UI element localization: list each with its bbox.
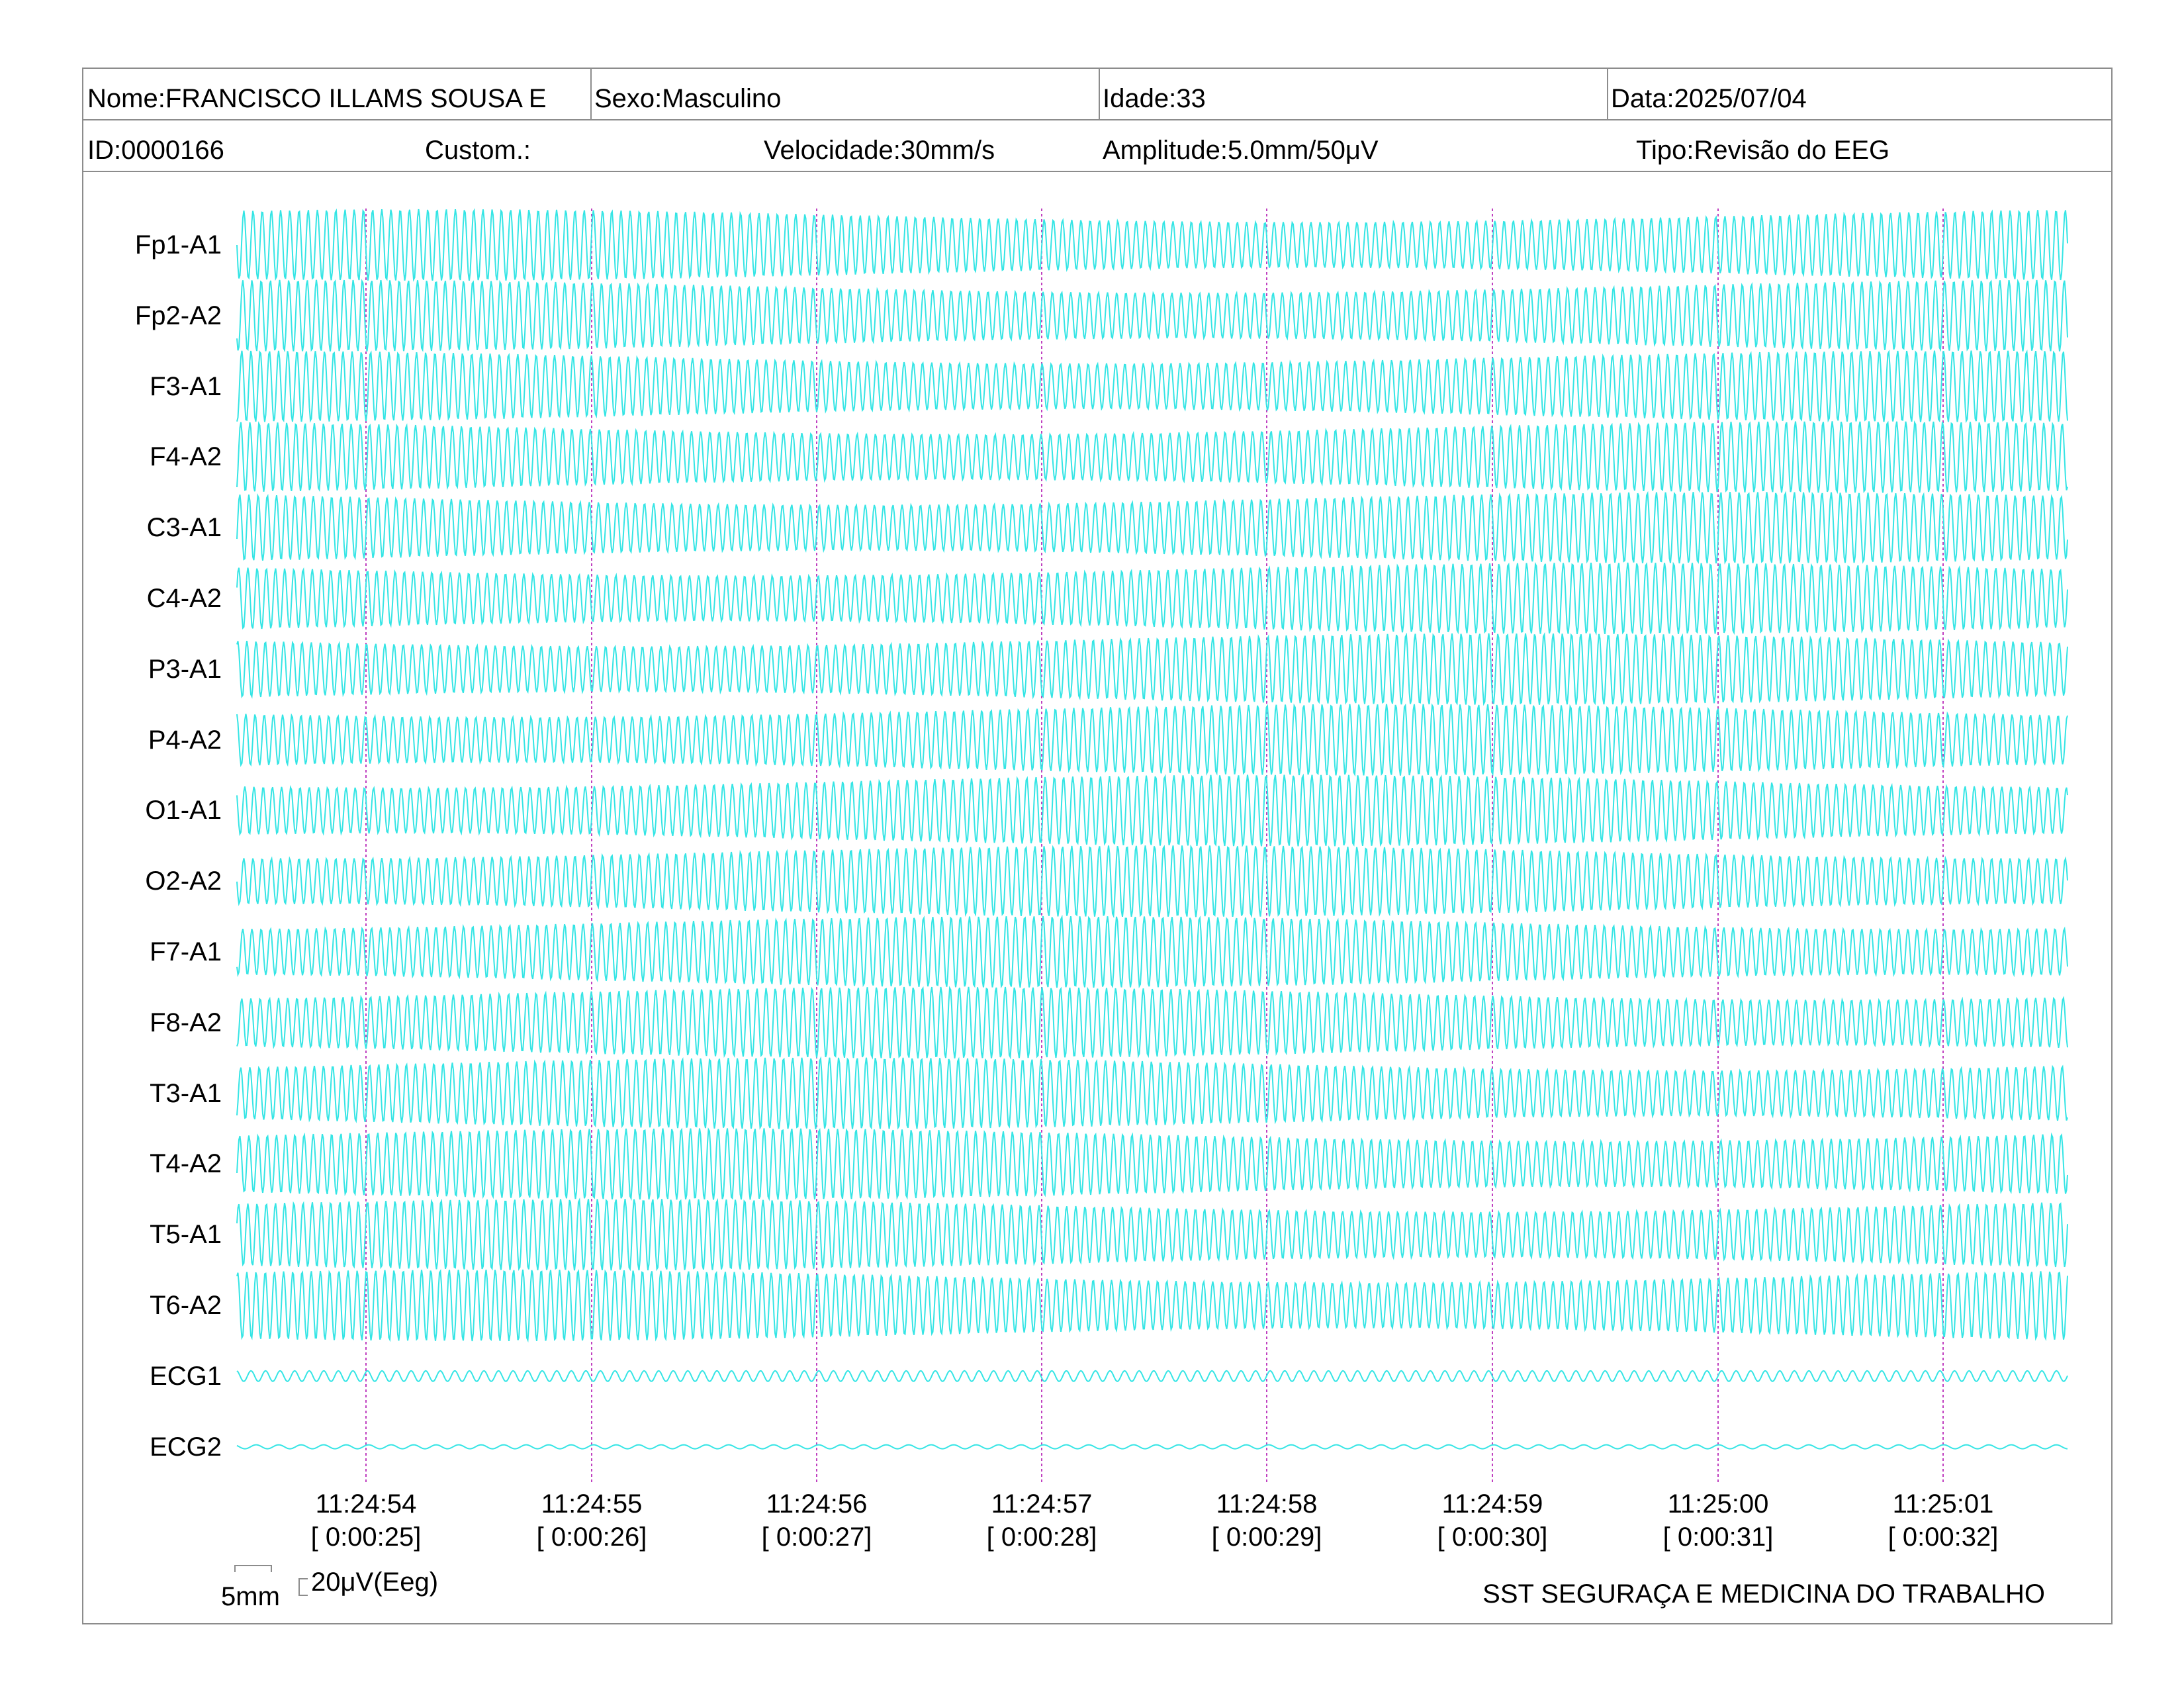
trace-f7-a1 — [236, 914, 2068, 989]
amplitude-setting: Amplitude:5.0mm/50μV — [1103, 136, 1379, 165]
trace-ecg2 — [236, 1444, 2068, 1450]
patient-name: Nome:FRANCISCO ILLAMS SOUSA E — [87, 84, 547, 113]
time-tick-clock: 11:24:56 — [766, 1489, 868, 1519]
channel-label: C4-A2 — [146, 584, 222, 613]
trace-f3-a1 — [236, 350, 2068, 424]
channel-label: O1-A1 — [145, 796, 222, 825]
report-frame — [82, 68, 2113, 1624]
channel-label: C3-A1 — [146, 513, 222, 543]
time-tick-elapsed: [ 0:00:30] — [1437, 1523, 1548, 1552]
channel-label: T3-A1 — [150, 1078, 222, 1108]
channel-label: P3-A1 — [148, 654, 222, 684]
trace-t3-a1 — [236, 1056, 2068, 1130]
trace-o1-a1 — [236, 773, 2068, 847]
time-tick-clock: 11:24:55 — [541, 1489, 643, 1519]
trace-fp1-a1 — [236, 208, 2068, 282]
trace-p3-a1 — [236, 632, 2068, 706]
channel-label: F7-A1 — [150, 937, 222, 966]
scale-bar — [234, 1565, 308, 1596]
patient-age: Idade:33 — [1103, 84, 1206, 113]
trace-p4-a2 — [236, 703, 2068, 777]
channel-label: ECG1 — [150, 1361, 222, 1391]
amp-scale-label: 20μV(Eeg) — [311, 1568, 439, 1597]
header-divider — [82, 119, 2113, 120]
time-tick-elapsed: [ 0:00:28] — [986, 1523, 1097, 1552]
trace-o2-a2 — [236, 844, 2068, 919]
channel-label: O2-A2 — [145, 867, 222, 896]
time-tick-elapsed: [ 0:00:31] — [1662, 1523, 1774, 1552]
time-tick-clock: 11:25:00 — [1667, 1489, 1769, 1519]
speed-setting: Velocidade:30mm/s — [764, 136, 995, 165]
time-tick-elapsed: [ 0:00:32] — [1888, 1523, 1999, 1552]
time-tick-clock: 11:24:58 — [1216, 1489, 1318, 1519]
exam-date: Data:2025/07/04 — [1611, 84, 1807, 113]
channel-label: T4-A2 — [150, 1149, 222, 1179]
trace-t5-a1 — [236, 1197, 2068, 1272]
channel-label: T6-A2 — [150, 1291, 222, 1320]
time-tick-elapsed: [ 0:00:29] — [1211, 1523, 1322, 1552]
channel-label: F3-A1 — [150, 371, 222, 401]
time-tick-elapsed: [ 0:00:27] — [761, 1523, 872, 1552]
header-cell-divider — [590, 68, 592, 120]
trace-t4-a2 — [236, 1127, 2068, 1201]
review-type: Tipo:Revisão do EEG — [1636, 136, 1890, 165]
trace-ecg1 — [236, 1370, 2068, 1382]
trace-t6-a2 — [236, 1268, 2068, 1343]
header-divider — [82, 171, 2113, 172]
trace-c4-a2 — [236, 561, 2068, 635]
time-tick-elapsed: [ 0:00:26] — [536, 1523, 647, 1552]
channel-label: Fp2-A2 — [134, 301, 222, 330]
channel-label: F4-A2 — [150, 442, 222, 472]
time-tick-clock: 11:24:57 — [991, 1489, 1093, 1519]
header-cell-divider — [1607, 68, 1608, 120]
channel-label: ECG2 — [150, 1432, 222, 1462]
company-footer: SST SEGURAÇA E MEDICINA DO TRABALHO — [1482, 1579, 2045, 1609]
trace-c3-a1 — [236, 491, 2068, 565]
channel-label: T5-A1 — [150, 1220, 222, 1250]
trace-fp2-a2 — [236, 279, 2068, 353]
patient-id: ID:0000166 — [87, 136, 224, 165]
time-tick-elapsed: [ 0:00:25] — [310, 1523, 422, 1552]
time-scale-label: 5mm — [221, 1582, 280, 1611]
time-tick-clock: 11:25:01 — [1892, 1489, 1994, 1519]
channel-label: Fp1-A1 — [134, 230, 222, 259]
custom-field: Custom.: — [425, 136, 531, 165]
time-tick-clock: 11:24:59 — [1441, 1489, 1543, 1519]
channel-label: F8-A2 — [150, 1008, 222, 1037]
trace-f8-a2 — [236, 986, 2068, 1060]
channel-label: P4-A2 — [148, 725, 222, 755]
header-cell-divider — [1099, 68, 1100, 120]
patient-sex: Sexo:Masculino — [594, 84, 782, 113]
time-tick-clock: 11:24:54 — [315, 1489, 417, 1519]
trace-f4-a2 — [236, 420, 2068, 494]
